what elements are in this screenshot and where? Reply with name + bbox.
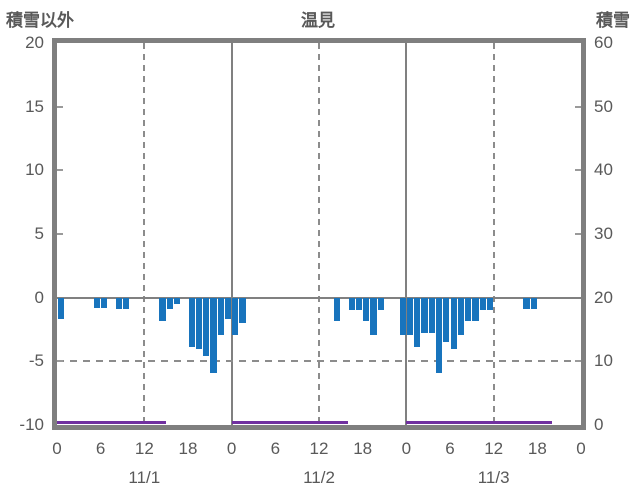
day-boundary-gridline xyxy=(230,43,233,425)
noon-gridline xyxy=(318,43,320,425)
x-axis-hour-label: 0 xyxy=(576,439,586,458)
right-axis-tick-label: 0 xyxy=(594,415,604,434)
snow-depth-line-segment xyxy=(57,421,167,424)
x-axis-day-label: 11/2 xyxy=(303,468,335,487)
right-axis-tick-label: 40 xyxy=(594,160,613,180)
hourly-value-bar xyxy=(450,297,457,349)
hourly-value-bar xyxy=(101,297,108,308)
right-axis-tick-label: 30 xyxy=(594,224,613,243)
left-axis-tickmark xyxy=(57,360,63,363)
hourly-value-bar xyxy=(239,297,246,324)
right-axis-tick-label: 50 xyxy=(594,96,613,116)
plot-frame xyxy=(52,38,586,430)
day-boundary-gridline xyxy=(405,43,408,425)
hourly-value-bar xyxy=(166,297,173,310)
x-axis-day-label: 11/1 xyxy=(128,468,161,487)
left-axis-tickmark xyxy=(57,233,63,235)
hourly-value-bar xyxy=(123,297,130,310)
hourly-value-bar xyxy=(486,297,494,311)
x-axis-hour-label: 0 xyxy=(401,439,412,458)
zero-line xyxy=(57,296,581,299)
left-axis-tick-label: -10 xyxy=(19,415,44,434)
x-axis-hour-label: 6 xyxy=(445,439,455,458)
x-axis-hour-label: 18 xyxy=(178,439,198,458)
left-axis-tick-label: 10 xyxy=(25,160,44,180)
right-axis-title: 積雪 xyxy=(596,11,630,30)
x-axis-hour-label: 12 xyxy=(134,439,154,458)
chart-title: 温見 xyxy=(301,11,335,30)
hourly-value-bar xyxy=(159,297,166,321)
right-axis-tick-label: 20 xyxy=(594,287,613,307)
hourly-value-bar xyxy=(443,297,450,343)
hourly-value-bar xyxy=(435,297,443,373)
right-axis-tickmark xyxy=(575,360,581,363)
x-axis-day-label: 11/3 xyxy=(477,468,510,487)
hourly-value-bar xyxy=(203,297,210,357)
hourly-value-bar xyxy=(334,297,341,321)
hourly-value-bar xyxy=(530,297,537,310)
hourly-value-bar xyxy=(370,297,377,335)
right-axis-tickmark xyxy=(575,105,581,108)
hourly-value-bar xyxy=(421,297,428,334)
x-axis-hour-label: 18 xyxy=(527,439,547,458)
left-axis-tick-label: 15 xyxy=(25,96,44,116)
snow-depth-line-segment xyxy=(406,421,552,424)
noon-gridline xyxy=(143,43,146,425)
snow-depth-line-segment xyxy=(231,421,349,424)
hourly-value-bar xyxy=(472,297,479,321)
right-axis-tickmark xyxy=(575,233,581,235)
left-axis-tickmark xyxy=(57,169,63,172)
hourly-value-bar xyxy=(406,297,414,335)
hourly-value-bar xyxy=(232,297,239,335)
plot-area xyxy=(57,43,581,425)
hourly-value-bar xyxy=(457,297,465,335)
left-axis-tick-label: 5 xyxy=(34,224,44,243)
hourly-value-bar xyxy=(224,297,232,320)
right-axis-tick-label: 10 xyxy=(594,351,613,371)
hourly-value-bar xyxy=(195,297,203,349)
left-axis-tick-label: 20 xyxy=(25,33,44,52)
hourly-value-bar xyxy=(355,297,363,311)
right-axis-tick-label: 60 xyxy=(594,33,613,52)
hourly-value-bar xyxy=(188,297,195,348)
x-axis-hour-label: 6 xyxy=(95,439,106,458)
hourly-value-bar xyxy=(414,297,421,348)
hourly-value-bar xyxy=(479,297,486,311)
x-axis-hour-label: 12 xyxy=(309,439,329,458)
hourly-value-bar xyxy=(210,297,217,373)
left-axis-tick-label: -5 xyxy=(28,351,44,371)
hourly-value-bar xyxy=(428,297,435,334)
hourly-value-bar xyxy=(115,297,122,310)
x-axis-hour-label: 0 xyxy=(226,439,237,458)
hourly-value-bar xyxy=(217,297,224,335)
left-axis-title: 積雪以外 xyxy=(6,11,74,30)
hourly-value-bar xyxy=(363,297,370,321)
hourly-value-bar xyxy=(93,297,101,308)
left-axis-tick-label: 0 xyxy=(34,287,44,307)
hourly-value-bar xyxy=(523,297,530,310)
hourly-value-bar xyxy=(57,297,64,320)
minus5-gridline xyxy=(57,360,581,363)
left-axis-tickmark xyxy=(57,105,63,108)
hourly-value-bar xyxy=(173,297,181,305)
hourly-value-bar xyxy=(399,297,406,335)
hourly-value-bar xyxy=(465,297,472,321)
hourly-value-bar xyxy=(377,297,384,311)
x-axis-hour-label: 0 xyxy=(52,439,62,458)
right-axis-tickmark xyxy=(575,169,581,172)
x-axis-hour-label: 18 xyxy=(353,439,373,458)
noon-gridline xyxy=(492,43,495,425)
x-axis-hour-label: 6 xyxy=(270,439,281,458)
x-axis-hour-label: 12 xyxy=(484,439,504,458)
hourly-value-bar xyxy=(348,297,355,311)
